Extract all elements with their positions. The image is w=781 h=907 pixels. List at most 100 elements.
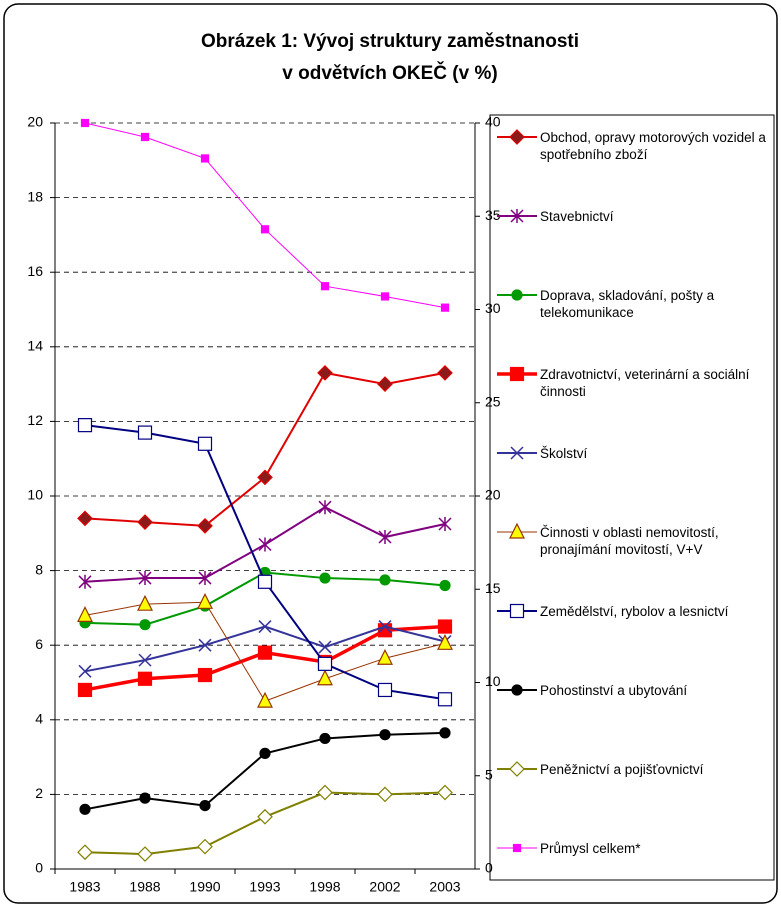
legend-label: Zdravotnictví, veterinární a sociální či… [540,367,750,399]
marker [77,510,93,527]
y2-tick-label: 35 [485,207,501,223]
y-tick-label: 14 [27,338,43,354]
marker [319,732,331,745]
marker [138,571,152,586]
legend-marker [509,366,525,382]
marker [319,572,331,584]
legend-marker [511,684,523,696]
marker [137,425,153,440]
marker [197,667,213,683]
y-tick-label: 2 [35,785,43,801]
marker [77,606,93,622]
legend-label: Stavebnictví [540,209,614,224]
marker [318,500,332,515]
marker [257,808,273,825]
legend-marker [509,761,525,777]
y2-tick-label: 10 [485,673,501,689]
marker [139,792,151,804]
y2-tick-label: 40 [485,114,501,130]
x-tick-label: 1993 [249,879,280,895]
marker [80,118,90,128]
marker [379,574,391,586]
legend-marker [510,209,524,223]
marker [78,574,92,589]
marker [377,648,393,665]
y-tick-label: 16 [27,263,43,279]
marker [137,671,153,686]
marker [317,784,333,801]
marker [317,656,333,671]
marker [437,692,453,707]
legend-marker [509,129,525,145]
marker [439,727,451,739]
y2-tick-label: 15 [485,580,501,596]
marker [377,682,393,698]
marker [197,436,213,451]
marker [137,594,153,611]
marker [437,633,453,650]
y-tick-label: 18 [27,188,43,204]
chart-title: Obrázek 1: Vývoj struktury zaměstnanosti [201,31,579,52]
marker [140,132,150,142]
y2-tick-label: 25 [485,393,501,409]
marker [258,537,272,552]
marker [78,664,92,678]
marker [77,844,93,861]
marker [317,365,333,381]
y-tick-label: 20 [27,114,43,130]
legend-marker [509,603,525,619]
y-tick-label: 0 [35,860,43,876]
legend-label: Obchod, opravy motorových vozidel a spot… [540,130,766,162]
y-tick-label: 12 [27,412,43,428]
marker [77,418,93,433]
marker [197,592,213,609]
y2-tick-label: 5 [485,766,493,782]
legend-box [489,114,775,881]
marker [259,747,271,759]
x-tick-label: 1983 [69,879,100,895]
marker [198,571,212,586]
marker [378,620,392,634]
marker [437,619,453,634]
chart-title: v odvětvích OKEČ (v %) [282,62,497,84]
y2-tick-label: 20 [485,487,501,503]
y-tick-label: 8 [35,561,43,577]
marker [257,645,273,660]
marker [438,516,452,531]
marker [437,784,453,801]
marker [137,846,153,862]
legend-label: Pohostinství a ubytování [540,683,688,698]
marker [257,574,273,589]
marker [260,225,270,234]
legend-marker [509,522,525,539]
marker [197,838,213,855]
legend-marker [512,843,522,853]
y2-tick-label: 0 [485,860,493,876]
marker [318,640,332,654]
marker [138,653,152,667]
x-tick-label: 1988 [129,879,160,895]
marker [377,786,393,803]
legend-marker [511,289,523,301]
marker [380,292,390,301]
marker [137,514,153,530]
legend-marker [510,446,524,460]
legend-label: Zemědělství, rybolov a lesnictví [540,604,729,619]
y-tick-label: 4 [35,711,43,727]
marker [199,799,211,812]
marker [200,154,210,163]
marker [257,691,273,708]
x-tick-label: 2002 [369,879,400,895]
marker [79,803,91,815]
legend-label: Doprava, skladování, pošty a telekomunik… [540,288,715,320]
x-tick-label: 1990 [189,879,220,895]
marker [257,469,273,486]
x-tick-label: 1998 [309,879,340,895]
marker [378,530,392,545]
marker [439,579,451,592]
marker [377,376,393,392]
marker [320,282,330,291]
legend-label: Průmysl celkem* [540,841,641,856]
